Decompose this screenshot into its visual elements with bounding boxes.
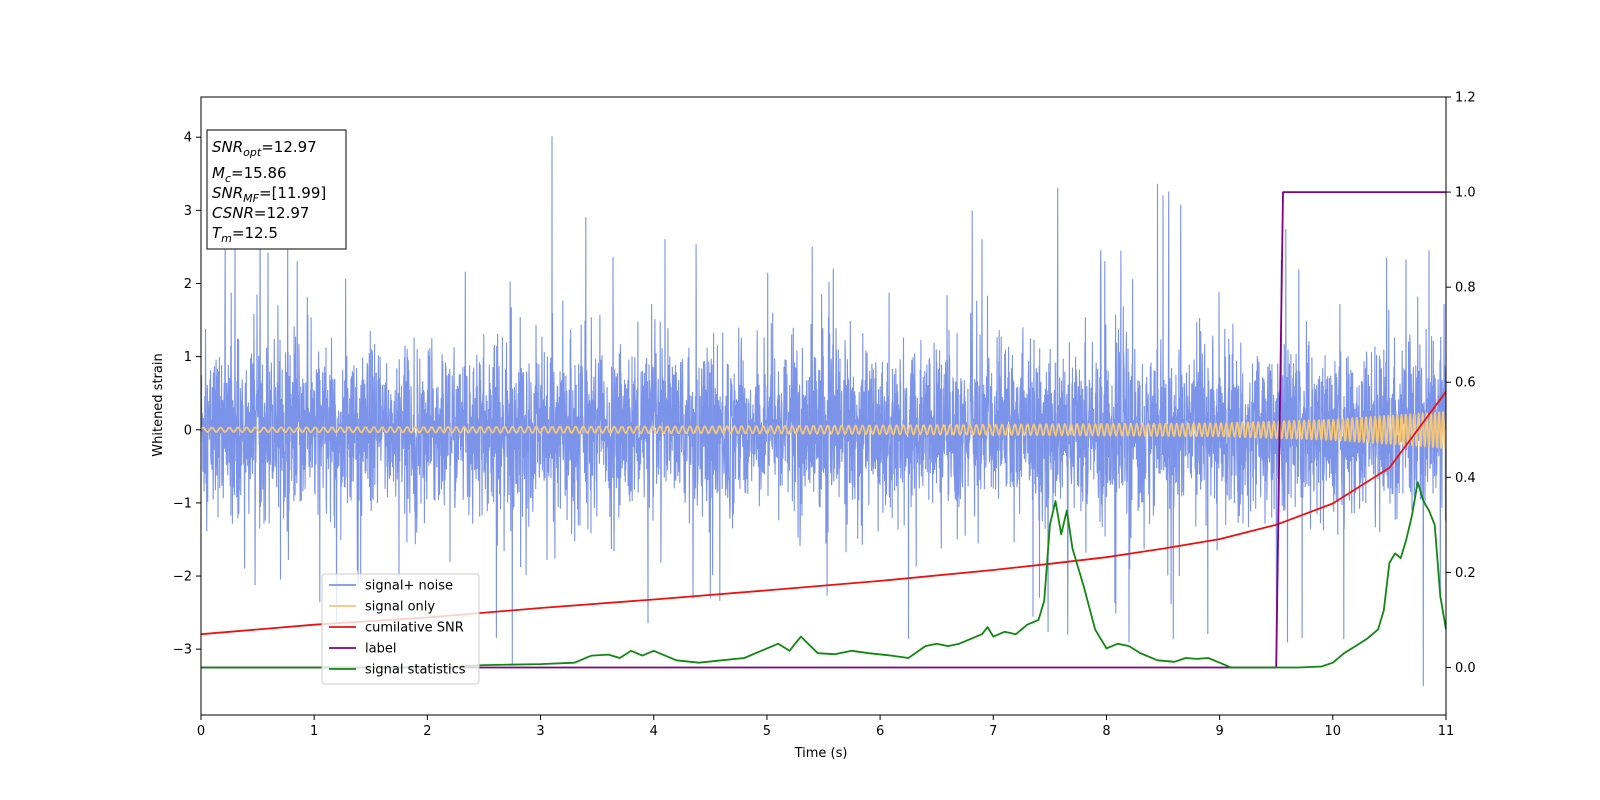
y-tick-left-label: −2	[173, 570, 192, 585]
x-tick-label: 9	[1215, 724, 1223, 739]
y-tick-left-label: 1	[184, 350, 192, 365]
legend-label: signal only	[365, 600, 435, 615]
info-line: Tm=12.5	[212, 224, 278, 245]
x-tick-label: 4	[650, 724, 658, 739]
info-line: SNRMF=[11.99]	[212, 184, 326, 205]
x-tick-label: 2	[423, 724, 431, 739]
y-tick-left-label: 4	[184, 131, 192, 146]
y-tick-right-label: 0.0	[1455, 661, 1476, 676]
y-tick-left-label: 3	[184, 204, 192, 219]
legend-label: signal statistics	[365, 663, 466, 678]
y-tick-right-label: 0.8	[1455, 281, 1476, 296]
info-line: Mc=15.86	[212, 164, 287, 185]
y-tick-right-label: 1.0	[1455, 186, 1476, 201]
x-tick-label: 3	[536, 724, 544, 739]
series-line-4	[201, 481, 1446, 669]
x-tick-label: 10	[1325, 724, 1342, 739]
y-tick-right-label: 1.2	[1455, 91, 1476, 106]
axes: 0 1 2 3 4 5 6 7 8 9 10 11 −3 −2 −1 0 1 2 3 4 0.0 0.2 0.4 0.6 0.8…	[173, 91, 1476, 740]
legend-frame	[321, 573, 480, 685]
info-line: CSNR=12.97	[212, 204, 309, 222]
y-tick-right-label: 0.2	[1455, 566, 1476, 581]
info-line: SNRopt=12.97	[212, 138, 317, 159]
legend: signal+ noise signal only cumilative SNR la…	[321, 573, 480, 685]
y-tick-right-label: 0.6	[1455, 376, 1476, 391]
series-line-0	[201, 136, 1446, 687]
plot-area	[201, 136, 1446, 687]
y-tick-left-label: 2	[184, 277, 192, 292]
series-line-3	[201, 191, 1446, 669]
y-tick-left-label: 0	[184, 423, 192, 438]
x-tick-label: 5	[763, 724, 771, 739]
y-axis-label: Whitened strain	[151, 353, 166, 456]
x-tick-label: 6	[876, 724, 884, 739]
x-tick-label: 11	[1438, 724, 1455, 739]
y-tick-right-label: 0.4	[1455, 471, 1476, 486]
x-tick-label: 0	[197, 724, 205, 739]
x-tick-label: 7	[989, 724, 997, 739]
legend-label: label	[365, 642, 396, 657]
series-line-2	[201, 391, 1446, 636]
plot-frame	[200, 96, 1447, 716]
x-tick-label: 8	[1102, 724, 1110, 739]
series-line-1	[201, 411, 1446, 449]
info-frame	[206, 129, 347, 250]
info-box: SNRopt=12.97 Mc=15.86SNRMF=[11.99]CSNR=12…	[206, 129, 347, 250]
x-tick-label: 1	[310, 724, 318, 739]
y-tick-left-label: −3	[173, 643, 192, 658]
y-tick-left-label: −1	[173, 496, 192, 511]
legend-label: cumilative SNR	[365, 621, 464, 636]
legend-label: signal+ noise	[365, 579, 453, 594]
x-axis-label: Time (s)	[794, 746, 848, 761]
